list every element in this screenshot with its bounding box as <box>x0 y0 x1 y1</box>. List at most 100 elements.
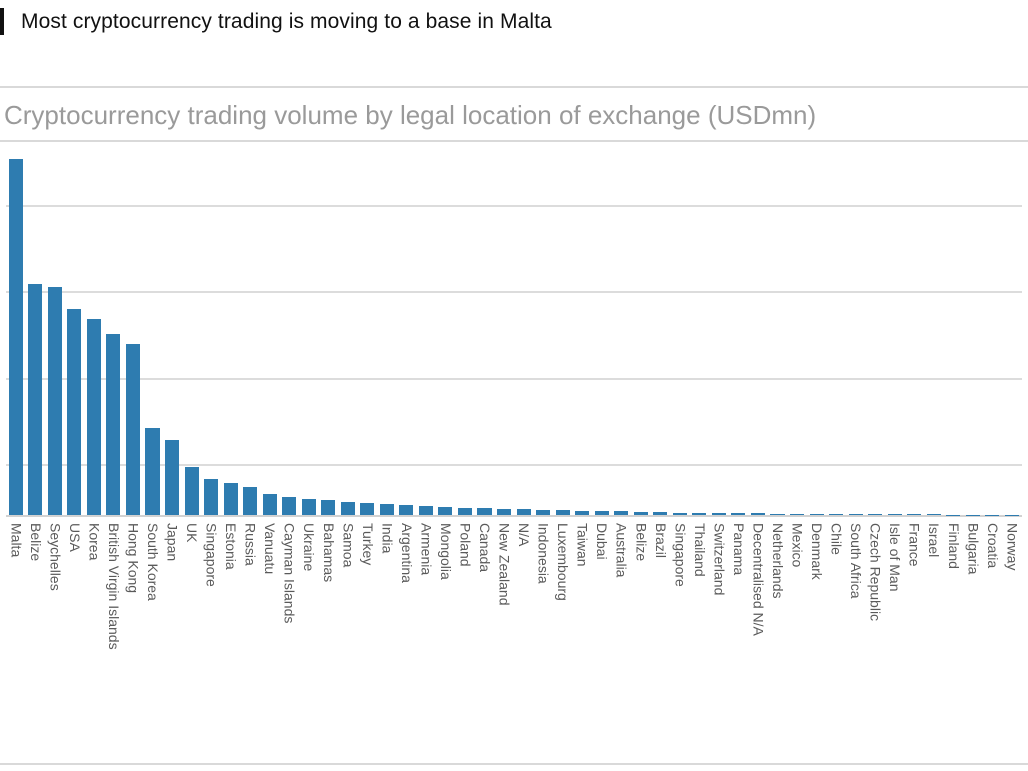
bar <box>243 486 258 515</box>
x-axis-label: Ukraine <box>301 523 318 572</box>
x-axis-label: Seychelles <box>47 523 64 591</box>
bar-column <box>533 154 553 515</box>
gridline <box>6 291 1022 294</box>
bar-column <box>299 154 319 515</box>
x-axis-label: Estonia <box>223 523 240 570</box>
x-axis-label: Mexico <box>789 523 806 568</box>
bar <box>789 513 805 515</box>
bar <box>28 283 43 515</box>
x-axis-label: Czech Republic <box>867 523 884 622</box>
x-axis-label: Norway <box>1004 523 1021 571</box>
x-axis-label: Dubai <box>594 523 611 560</box>
page-title: Most cryptocurrency trading is moving to… <box>21 10 552 33</box>
bar-column <box>260 154 280 515</box>
bar-column <box>436 154 456 515</box>
bar-column <box>182 154 202 515</box>
bar-column <box>787 154 807 515</box>
x-axis-label: Samoa <box>340 523 357 568</box>
x-axis-label: Indonesia <box>535 523 552 584</box>
bar-column <box>201 154 221 515</box>
bar <box>575 510 590 515</box>
bar <box>106 333 121 515</box>
x-axis-label: Australia <box>613 523 630 578</box>
bar <box>477 508 492 515</box>
x-axis-label: Bahamas <box>320 523 337 583</box>
bar <box>125 344 140 515</box>
bar <box>145 427 160 515</box>
divider-bottom <box>0 763 1028 765</box>
gridline <box>6 204 1022 207</box>
x-axis-label: Poland <box>457 523 474 567</box>
bar <box>204 479 219 515</box>
x-axis-label: South Korea <box>144 523 161 601</box>
x-axis-label: Hong Kong <box>125 523 142 594</box>
x-axis-label: Mongolia <box>437 523 454 580</box>
x-axis-label: Japan <box>164 523 181 562</box>
x-axis-label: Turkey <box>359 523 376 566</box>
bar <box>47 287 62 515</box>
x-axis-label: Taiwan <box>574 523 591 567</box>
bar <box>262 493 277 515</box>
plot-area <box>6 154 1022 517</box>
bar <box>340 501 355 515</box>
bar-column <box>768 154 788 515</box>
x-axis-label: Cayman Islands <box>281 523 298 624</box>
bar <box>848 514 863 515</box>
bar <box>86 319 101 515</box>
bar-column <box>319 154 339 515</box>
x-axis-label: Belize <box>27 523 44 562</box>
bar <box>360 503 375 515</box>
bar <box>301 498 316 515</box>
bar-column <box>123 154 143 515</box>
bar-column <box>514 154 534 515</box>
x-axis-label: UK <box>184 523 201 543</box>
x-axis-label: Israel <box>926 523 943 558</box>
bar-column <box>729 154 749 515</box>
x-axis-label: Singapore <box>672 523 689 587</box>
header-accent-mark <box>0 8 4 35</box>
bar-column <box>397 154 417 515</box>
bar-column <box>592 154 612 515</box>
bar <box>536 509 551 515</box>
bar <box>457 507 473 515</box>
bar-column <box>826 154 846 515</box>
bar-column <box>748 154 768 515</box>
bar <box>633 511 648 515</box>
x-axis-label: Korea <box>86 523 103 561</box>
bar-column <box>885 154 905 515</box>
bar-column <box>455 154 475 515</box>
x-axis-label: Singapore <box>203 523 220 587</box>
bar-column <box>690 154 710 515</box>
gridline <box>6 464 1022 467</box>
bar-column <box>338 154 358 515</box>
bar <box>516 509 531 515</box>
x-axis-label: Decentralised N/A <box>750 523 767 636</box>
bar <box>672 512 687 515</box>
x-axis-label: USA <box>66 523 83 552</box>
bar <box>614 511 629 515</box>
x-axis-label: Thailand <box>691 523 708 577</box>
bar-column <box>983 154 1003 515</box>
x-axis-labels: Malta Belize Seychelles USA Korea British Vir… <box>6 523 1022 755</box>
bar-column <box>924 154 944 515</box>
bar <box>770 513 785 515</box>
bar-column <box>553 154 573 515</box>
bar-column <box>631 154 651 515</box>
x-axis-label: Vanuatu <box>262 523 279 575</box>
x-axis-label: New Zealand <box>496 523 513 606</box>
bar-column <box>26 154 46 515</box>
bar <box>653 512 668 515</box>
x-axis-label: Russia <box>242 523 259 566</box>
bar-column <box>143 154 163 515</box>
bar-column <box>65 154 85 515</box>
x-axis-label: Armenia <box>418 523 435 576</box>
bar-column <box>807 154 827 515</box>
bar-column <box>651 154 671 515</box>
bar <box>184 467 199 515</box>
bar <box>829 514 844 515</box>
bar-column <box>846 154 866 515</box>
x-axis-label: Netherlands <box>769 523 786 599</box>
bar <box>711 513 726 515</box>
bar <box>809 513 824 515</box>
x-axis-label: Isle of Man <box>887 523 904 592</box>
